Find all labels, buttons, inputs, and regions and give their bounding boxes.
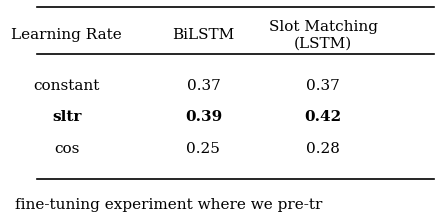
Text: cos: cos — [54, 142, 79, 156]
Text: 0.25: 0.25 — [186, 142, 220, 156]
Text: 0.42: 0.42 — [305, 110, 341, 124]
Text: Learning Rate: Learning Rate — [12, 28, 122, 42]
Text: 0.39: 0.39 — [185, 110, 222, 124]
Text: 0.28: 0.28 — [306, 142, 340, 156]
Text: 0.37: 0.37 — [186, 79, 220, 93]
Text: Slot Matching
(LSTM): Slot Matching (LSTM) — [269, 20, 377, 50]
Text: BiLSTM: BiLSTM — [172, 28, 234, 42]
Text: sltr: sltr — [52, 110, 81, 124]
Text: 0.37: 0.37 — [306, 79, 340, 93]
Text: fine-tuning experiment where we pre-tr: fine-tuning experiment where we pre-tr — [16, 198, 323, 212]
Text: constant: constant — [34, 79, 100, 93]
